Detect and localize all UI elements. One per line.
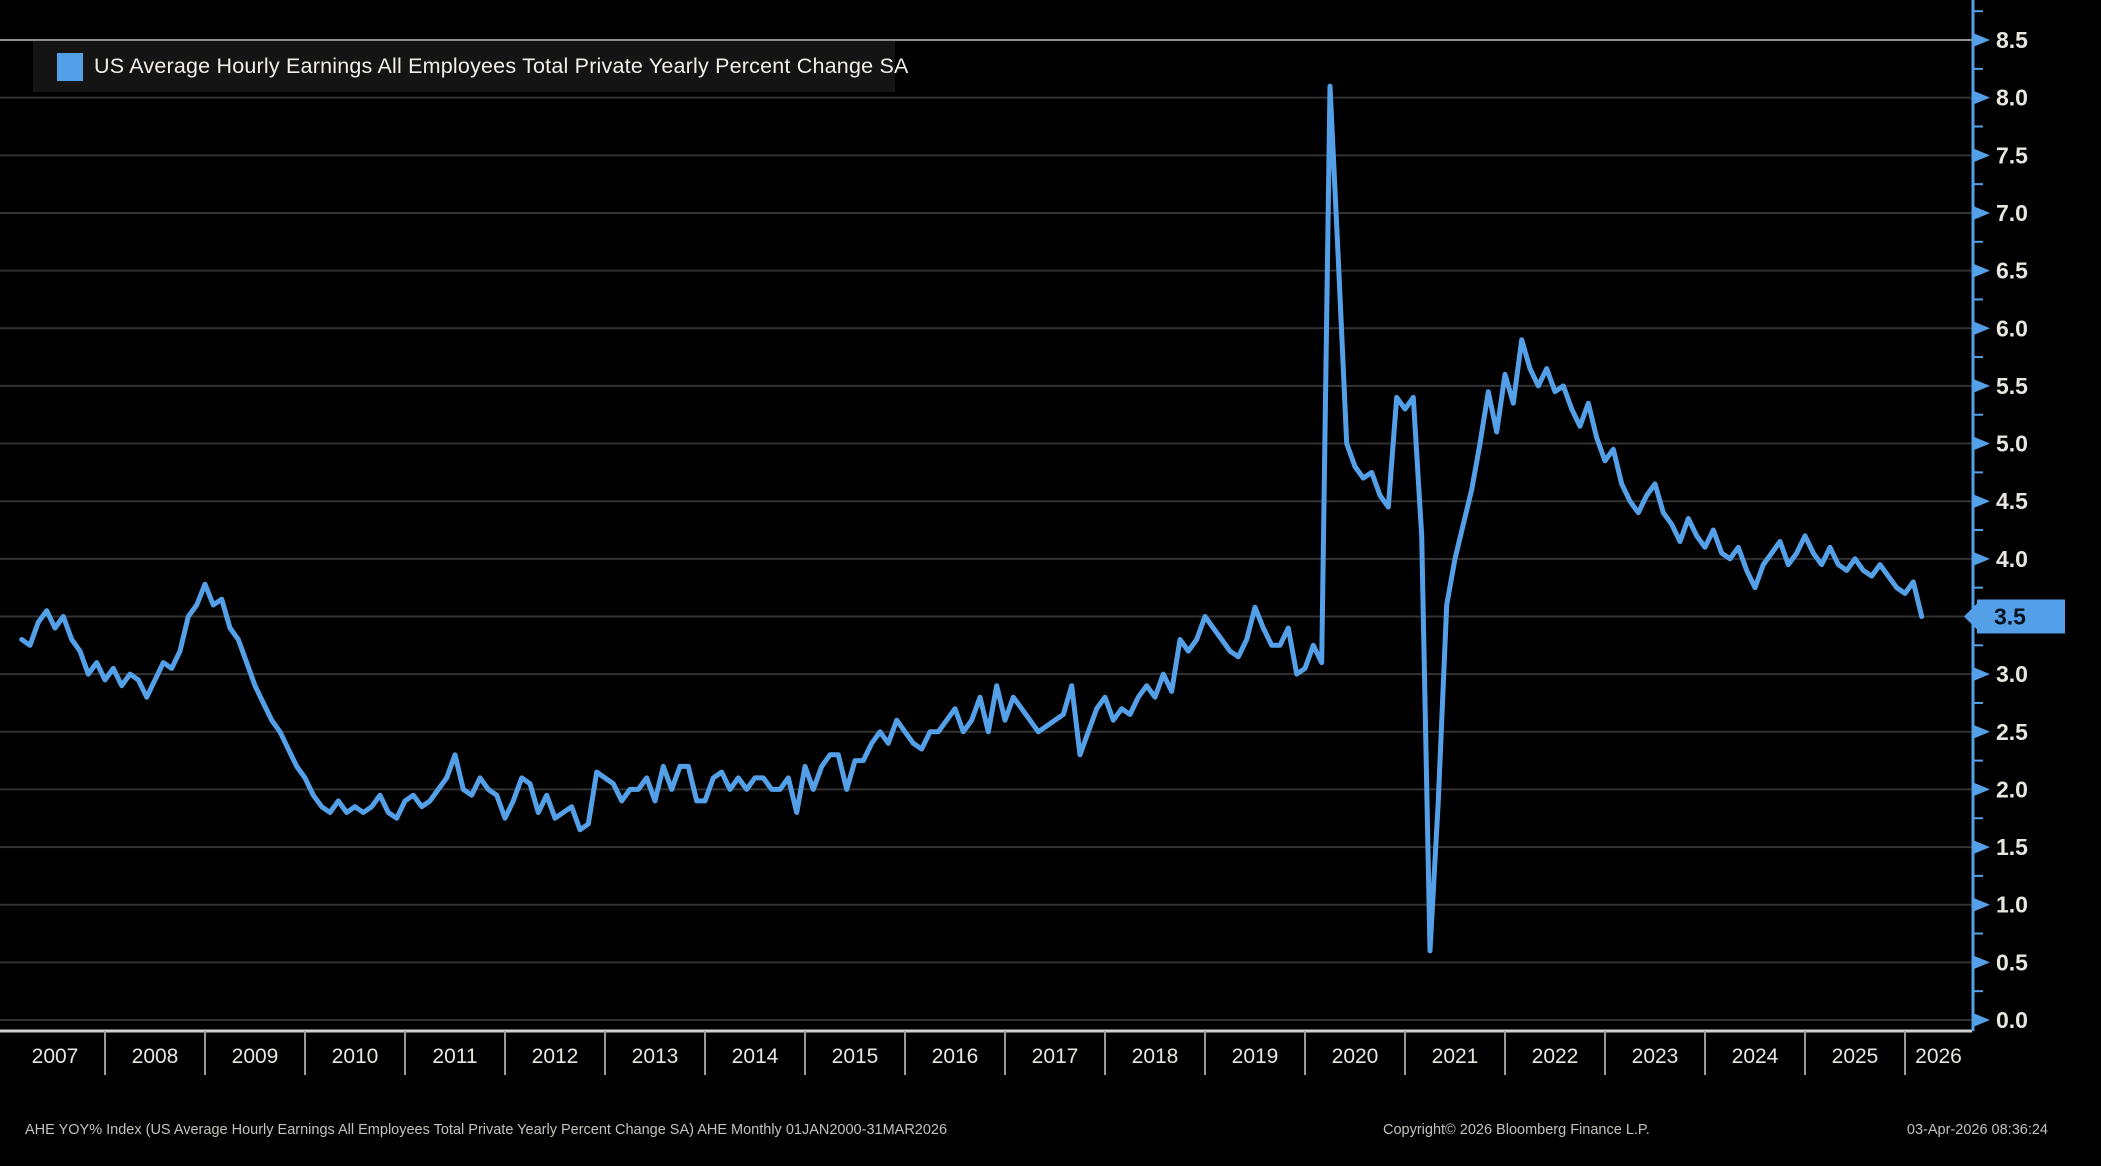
x-tick-label: 2026 [1915, 1045, 1962, 1068]
y-tick-arrow [1973, 782, 1990, 797]
y-tick-arrow [1973, 148, 1990, 163]
y-tick-arrow [1973, 205, 1990, 220]
x-tick-label: 2018 [1132, 1045, 1179, 1068]
x-tick-label: 2017 [1032, 1045, 1079, 1068]
footer-copyright: Copyright© 2026 Bloomberg Finance L.P. [1383, 1122, 1650, 1138]
x-tick-label: 2025 [1832, 1045, 1879, 1068]
y-tick-arrow [1973, 378, 1990, 393]
x-tick-label: 2016 [932, 1045, 979, 1068]
y-tick-arrow [1973, 897, 1990, 912]
y-tick-label: 0.0 [1996, 1007, 2028, 1033]
x-tick-label: 2022 [1532, 1045, 1579, 1068]
y-tick-label: 5.0 [1996, 431, 2028, 457]
y-tick-label: 0.5 [1996, 949, 2028, 975]
y-tick-arrow [1973, 955, 1990, 970]
footer-description: AHE YOY% Index (US Average Hourly Earnin… [25, 1122, 948, 1138]
y-tick-arrow [1973, 494, 1990, 509]
y-tick-label: 7.5 [1996, 142, 2028, 168]
y-tick-label: 6.0 [1996, 315, 2028, 341]
y-tick-arrow [1973, 33, 1990, 48]
x-tick-label: 2015 [832, 1045, 879, 1068]
y-tick-label: 2.0 [1996, 776, 2028, 802]
y-tick-label: 2.5 [1996, 719, 2028, 745]
y-tick-label: 8.5 [1996, 27, 2028, 53]
last-value-label: 3.5 [1994, 603, 2026, 629]
x-tick-label: 2014 [732, 1045, 779, 1068]
y-tick-arrow [1973, 551, 1990, 566]
y-tick-arrow [1973, 263, 1990, 278]
footer-timestamp: 03-Apr-2026 08:36:24 [1906, 1122, 2048, 1138]
x-tick-label: 2013 [632, 1045, 679, 1068]
y-tick-label: 1.0 [1996, 892, 2028, 918]
y-tick-arrow [1973, 1013, 1990, 1027]
y-tick-arrow [1973, 90, 1990, 105]
last-value-notch [1964, 603, 1977, 630]
y-tick-label: 8.0 [1996, 85, 2028, 111]
series-swatch-icon [57, 52, 83, 81]
x-tick-label: 2012 [532, 1045, 579, 1068]
x-tick-label: 2019 [1232, 1045, 1279, 1068]
x-tick-label: 2021 [1432, 1045, 1479, 1068]
y-tick-label: 5.5 [1996, 373, 2028, 399]
chart-footer: AHE YOY% Index (US Average Hourly Earnin… [0, 1122, 2101, 1146]
x-tick-label: 2020 [1332, 1045, 1379, 1068]
y-tick-arrow [1973, 321, 1990, 336]
y-tick-label: 1.5 [1996, 834, 2028, 860]
x-tick-label: 2023 [1632, 1045, 1679, 1068]
series-label: US Average Hourly Earnings All Employees… [94, 54, 909, 78]
y-tick-label: 3.0 [1996, 661, 2028, 687]
x-tick-label: 2007 [32, 1045, 79, 1068]
y-tick-label: 4.5 [1996, 488, 2028, 514]
y-tick-label: 4.0 [1996, 546, 2028, 572]
y-tick-label: 7.0 [1996, 200, 2028, 226]
y-tick-label: 6.5 [1996, 258, 2028, 284]
x-tick-label: 2011 [432, 1045, 477, 1068]
x-tick-label: 2008 [132, 1045, 179, 1068]
x-tick-label: 2010 [332, 1045, 379, 1068]
x-tick-label: 2009 [232, 1045, 279, 1068]
data-line [19, 83, 1925, 954]
y-tick-arrow [1973, 667, 1990, 682]
y-tick-arrow [1973, 840, 1990, 855]
x-tick-label: 2024 [1732, 1045, 1779, 1068]
y-tick-arrow [1973, 724, 1990, 739]
y-tick-arrow [1973, 436, 1990, 451]
chart-legend[interactable]: US Average Hourly Earnings All Employees… [33, 41, 908, 92]
last-value-box [1977, 599, 2065, 634]
